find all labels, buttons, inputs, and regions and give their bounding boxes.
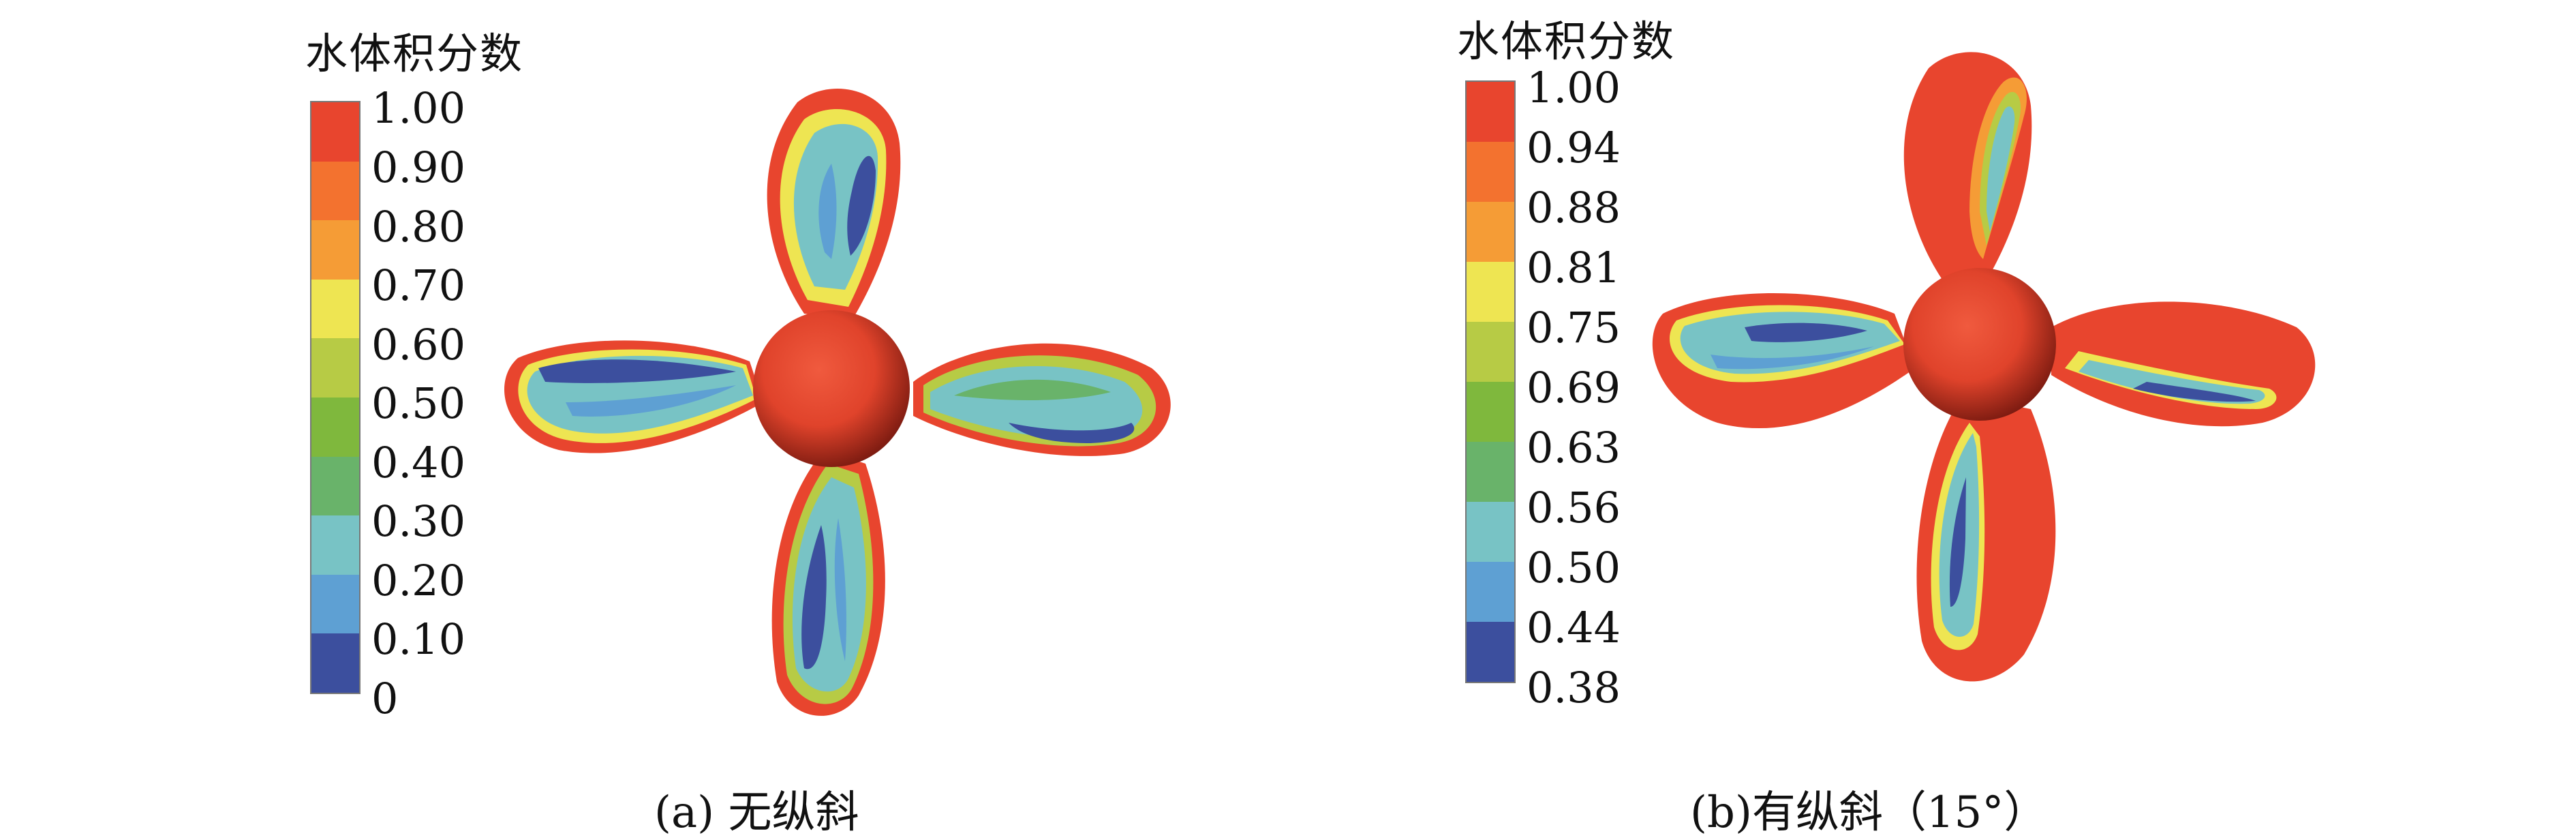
blade-left: [1652, 293, 1915, 429]
blade-left: [504, 340, 763, 453]
colorbar-tick: 0.60: [371, 320, 466, 370]
propeller-image-b: [1652, 52, 2316, 682]
blade-right: [913, 343, 1171, 456]
colorbar-tick: 0: [371, 674, 399, 723]
colorbar-tick: 0.80: [371, 202, 466, 252]
colorbar-band: [1467, 82, 1514, 142]
caption: (b)有纵斜（15°）: [1690, 787, 2048, 838]
panel-a: 水体积分数 1.00 0.90 0.80 0.70 0.60 0.50 0.40…: [0, 0, 1288, 838]
legend-title: 水体积分数: [1457, 16, 1676, 66]
colorbar-tick: 0.88: [1527, 183, 1621, 232]
colorbar-tick: 0.94: [1527, 123, 1621, 172]
colorbar-band: [311, 574, 359, 634]
colorbar-tick: 0.44: [1527, 603, 1621, 652]
caption: (a) 无纵斜: [654, 787, 859, 838]
colorbar-band: [311, 220, 359, 280]
colorbar-tick: 0.90: [371, 142, 466, 192]
colorbar-band: [311, 338, 359, 397]
colorbar-band: [311, 161, 359, 221]
colorbar-band: [1467, 622, 1514, 682]
legend-title: 水体积分数: [305, 29, 524, 78]
blade-top: [767, 89, 901, 320]
colorbar-band: [1467, 502, 1514, 562]
colorbar-tick: 1.00: [1527, 63, 1621, 112]
colorbar-band: [1467, 142, 1514, 202]
colorbar-tick: 0.20: [371, 556, 466, 605]
colorbar: [1465, 80, 1516, 683]
colorbar-tick: 0.30: [371, 496, 466, 546]
colorbar-tick: 0.50: [371, 378, 466, 428]
colorbar-band: [1467, 202, 1514, 262]
colorbar-tick: 0.40: [371, 438, 466, 487]
colorbar-band: [311, 456, 359, 516]
hub: [753, 310, 910, 467]
colorbar-band: [1467, 442, 1514, 502]
blade-top: [1903, 52, 2032, 286]
colorbar-tick: 0.50: [1527, 543, 1621, 592]
colorbar-tick: 0.10: [371, 614, 466, 664]
colorbar-tick: 0.69: [1527, 363, 1621, 412]
colorbar-tick: 0.75: [1527, 303, 1621, 352]
colorbar-tick: 0.38: [1527, 663, 1621, 712]
colorbar-band: [311, 633, 359, 693]
colorbar-band: [1467, 382, 1514, 442]
panel-b: 水体积分数 1.00 0.94 0.88 0.81 0.75 0.69 0.63…: [1288, 0, 2576, 838]
colorbar-band: [311, 515, 359, 575]
colorbar-band: [1467, 262, 1514, 322]
colorbar-tick: 1.00: [371, 83, 466, 133]
blade-bottom: [1916, 395, 2056, 682]
colorbar-band: [311, 397, 359, 457]
colorbar-tick: 0.70: [371, 260, 466, 310]
colorbar-tick: 0.63: [1527, 423, 1621, 472]
colorbar-band: [311, 102, 359, 162]
propeller-image-a: [504, 89, 1171, 716]
colorbar-band: [1467, 562, 1514, 622]
colorbar-band: [311, 279, 359, 339]
colorbar-band: [1467, 322, 1514, 382]
colorbar: [310, 101, 361, 694]
colorbar-tick: 0.81: [1527, 243, 1621, 292]
blade-right: [2051, 301, 2316, 427]
blade-bottom: [771, 450, 885, 716]
hub: [1903, 268, 2056, 421]
colorbar-tick: 0.56: [1527, 483, 1621, 532]
